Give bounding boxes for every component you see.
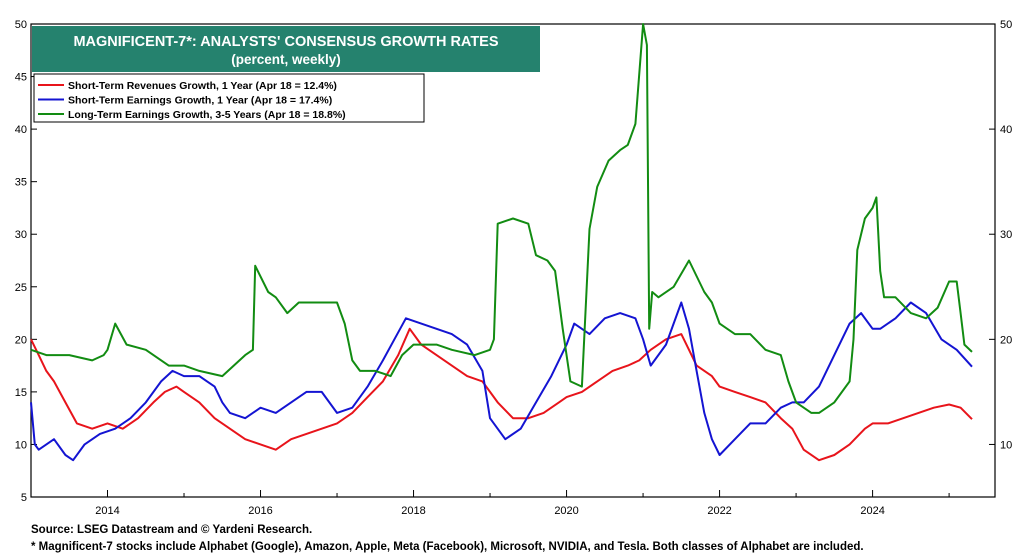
- y-tick-label-left: 25: [15, 282, 27, 294]
- x-tick-label: 2022: [707, 505, 731, 517]
- series-lines: [30, 23, 973, 462]
- legend-label: Short-Term Revenues Growth, 1 Year (Apr …: [68, 80, 337, 92]
- y-tick-label-left: 30: [15, 229, 27, 241]
- series-line-2: [30, 23, 973, 414]
- y-tick-label-right: 50: [1000, 19, 1012, 31]
- x-tick-label: 2024: [860, 505, 884, 517]
- chart: 5 10 15 20 25 30 35 40 45 50 10 20 30 40 50 2014 2016 201…: [15, 19, 1013, 517]
- legend-label: Long-Term Earnings Growth, 3-5 Years (Ap…: [68, 109, 346, 121]
- y-tick-label-left: 15: [15, 387, 27, 399]
- plot-frame: [30, 23, 996, 498]
- legend-label: Short-Term Earnings Growth, 1 Year (Apr …: [68, 95, 332, 107]
- x-tick-label: 2020: [554, 505, 578, 517]
- y-tick-label-left: 40: [15, 124, 27, 136]
- series-line-1: [30, 301, 973, 462]
- y-tick-label-right: 30: [1000, 229, 1012, 241]
- y-tick-label-left: 45: [15, 72, 27, 84]
- y-tick-label-left: 35: [15, 177, 27, 189]
- y-tick-label-left: 5: [21, 492, 27, 504]
- source-note: Source: LSEG Datastream and © Yardeni Re…: [31, 524, 313, 536]
- y-tick-label-left: 20: [15, 334, 27, 346]
- y-tick-label-right: 10: [1000, 439, 1012, 451]
- title-background: [32, 26, 540, 72]
- y-tick-label-right: 20: [1000, 334, 1012, 346]
- x-tick-label: 2016: [248, 505, 272, 517]
- x-tick-label: 2018: [401, 505, 425, 517]
- footnote: * Magnificent-7 stocks include Alphabet …: [31, 541, 864, 553]
- legend: Short-Term Revenues Growth, 1 Year (Apr …: [33, 73, 425, 123]
- y-tick-label-left: 50: [15, 19, 27, 31]
- chart-title-box: MAGNIFICENT-7*: ANALYSTS' CONSENSUS GROW…: [32, 26, 540, 72]
- y-tick-label-right: 40: [1000, 124, 1012, 136]
- x-tick-label: 2014: [95, 505, 119, 517]
- series-line-0: [30, 327, 973, 462]
- legend-box: [33, 73, 425, 123]
- chart-subtitle: (percent, weekly): [231, 52, 341, 67]
- axes: 5 10 15 20 25 30 35 40 45 50 10 20 30 40 50 2014 2016 201…: [15, 19, 1013, 517]
- chart-title: MAGNIFICENT-7*: ANALYSTS' CONSENSUS GROW…: [73, 34, 498, 50]
- y-tick-label-left: 10: [15, 439, 27, 451]
